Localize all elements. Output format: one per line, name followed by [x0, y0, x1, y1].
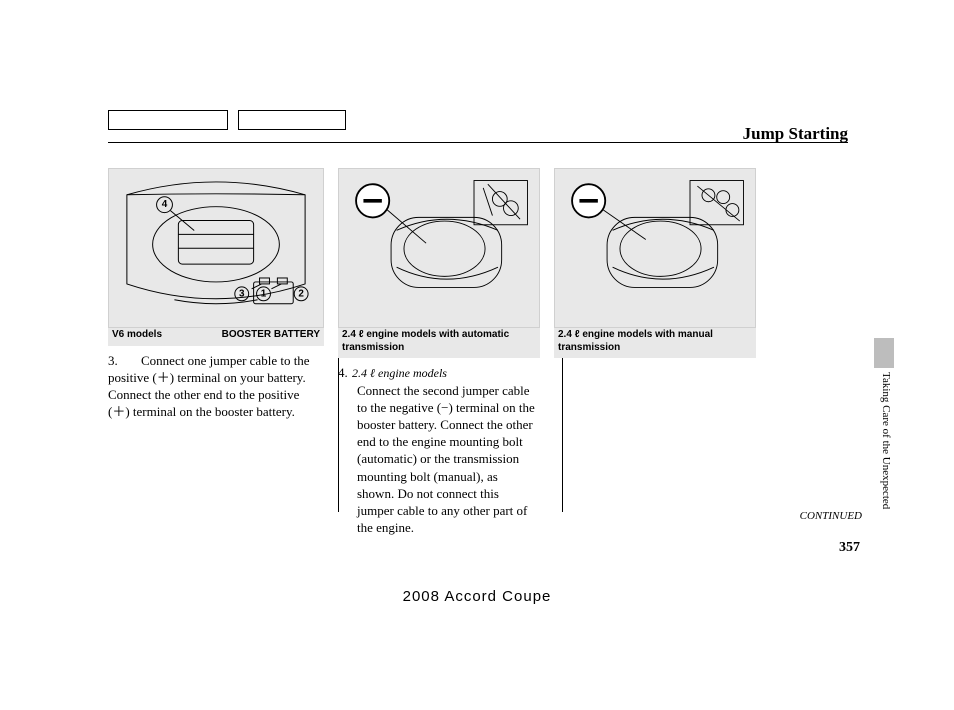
figure-engine-bay-v6: 4 3 1 2: [108, 168, 324, 328]
header-slot-1: [108, 110, 228, 130]
manual-page: Jump Starting: [0, 0, 954, 710]
figure-caption-v6: V6 models BOOSTER BATTERY: [108, 327, 324, 346]
engine-24-auto-line-art: [345, 175, 533, 311]
continued-label: CONTINUED: [800, 510, 862, 522]
step-3-number: 3.: [108, 352, 122, 369]
header-slot-2: [238, 110, 346, 130]
footer-model: 2008 Accord Coupe: [0, 588, 954, 605]
step-4: 4.2.4 ℓ engine models Connect the second…: [338, 358, 546, 536]
caption-v6-left: V6 models: [112, 329, 162, 342]
page-number: 357: [839, 540, 860, 556]
thumb-tab: [874, 338, 894, 368]
figure-engine-24-auto: [338, 168, 540, 328]
section-side-label: Taking Care of the Unexpected: [880, 372, 892, 532]
figure-caption-24-manual: 2.4 ℓ engine models with manual transmis…: [554, 327, 756, 358]
engine-bay-line-art: 4 3 1 2: [115, 175, 317, 322]
step-4-subtitle: 2.4 ℓ engine models: [352, 366, 447, 380]
title-rule: [108, 142, 848, 143]
page-title: Jump Starting: [743, 124, 848, 144]
header-slot-boxes: [108, 110, 346, 130]
figure-caption-24-auto: 2.4 ℓ engine models with automatic trans…: [338, 327, 540, 358]
column-2: 2.4 ℓ engine models with automatic trans…: [324, 168, 540, 536]
callout-3: 3: [239, 288, 245, 299]
column-1: 4 3 1 2 V6 models BOOSTER BATTERY 3.Conn…: [108, 168, 324, 536]
minus-icon: [356, 184, 389, 217]
content-columns: 4 3 1 2 V6 models BOOSTER BATTERY 3.Conn…: [108, 168, 848, 536]
callout-4: 4: [162, 199, 168, 210]
callout-1: 1: [261, 288, 267, 299]
caption-v6-right: BOOSTER BATTERY: [222, 329, 320, 342]
step-4-text: Connect the second jumper cable to the n…: [357, 382, 536, 536]
step-3: 3.Connect one jumper cable to the positi…: [108, 346, 324, 421]
step-4-number: 4.: [338, 364, 352, 381]
figure-engine-24-manual: [554, 168, 756, 328]
step-3-text: Connect one jumper cable to the positive…: [108, 353, 310, 419]
minus-icon: [572, 184, 605, 217]
callout-2: 2: [298, 288, 304, 299]
engine-24-manual-line-art: [561, 175, 749, 311]
column-3: 2.4 ℓ engine models with manual transmis…: [540, 168, 756, 536]
